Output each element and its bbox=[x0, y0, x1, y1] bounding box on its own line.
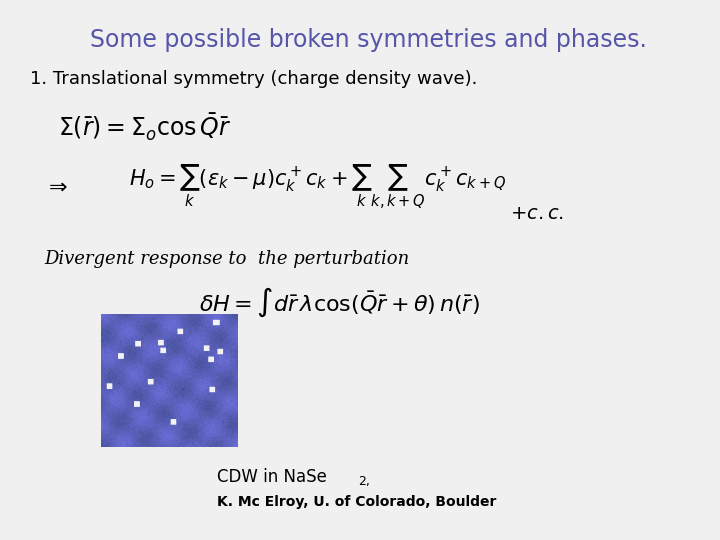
Text: $\delta H = \int d\bar{r}\, \lambda \cos(\bar{Q}\bar{r} + \theta)\, n(\bar{r})$: $\delta H = \int d\bar{r}\, \lambda \cos… bbox=[199, 286, 480, 319]
Text: Some possible broken symmetries and phases.: Some possible broken symmetries and phas… bbox=[91, 28, 647, 52]
Text: 1. Translational symmetry (charge density wave).: 1. Translational symmetry (charge densit… bbox=[30, 70, 477, 88]
Text: $\Rightarrow$: $\Rightarrow$ bbox=[44, 176, 68, 198]
Text: Divergent response to  the perturbation: Divergent response to the perturbation bbox=[44, 250, 409, 268]
Text: 2,: 2, bbox=[359, 475, 370, 488]
Text: $+ c.c.$: $+ c.c.$ bbox=[510, 205, 564, 222]
Text: CDW in NaSe: CDW in NaSe bbox=[217, 468, 327, 486]
Text: K. Mc Elroy, U. of Colorado, Boulder: K. Mc Elroy, U. of Colorado, Boulder bbox=[217, 495, 496, 509]
Text: $H_o = \sum_k (\epsilon_k - \mu) c_k^+ c_k + \sum_{k} \sum_{k,k+Q} c_k^+ c_{k+Q}: $H_o = \sum_k (\epsilon_k - \mu) c_k^+ c… bbox=[129, 163, 505, 211]
Text: $\Sigma(\bar{r}) = \Sigma_o \cos \bar{Q}\bar{r}$: $\Sigma(\bar{r}) = \Sigma_o \cos \bar{Q}… bbox=[58, 112, 231, 143]
